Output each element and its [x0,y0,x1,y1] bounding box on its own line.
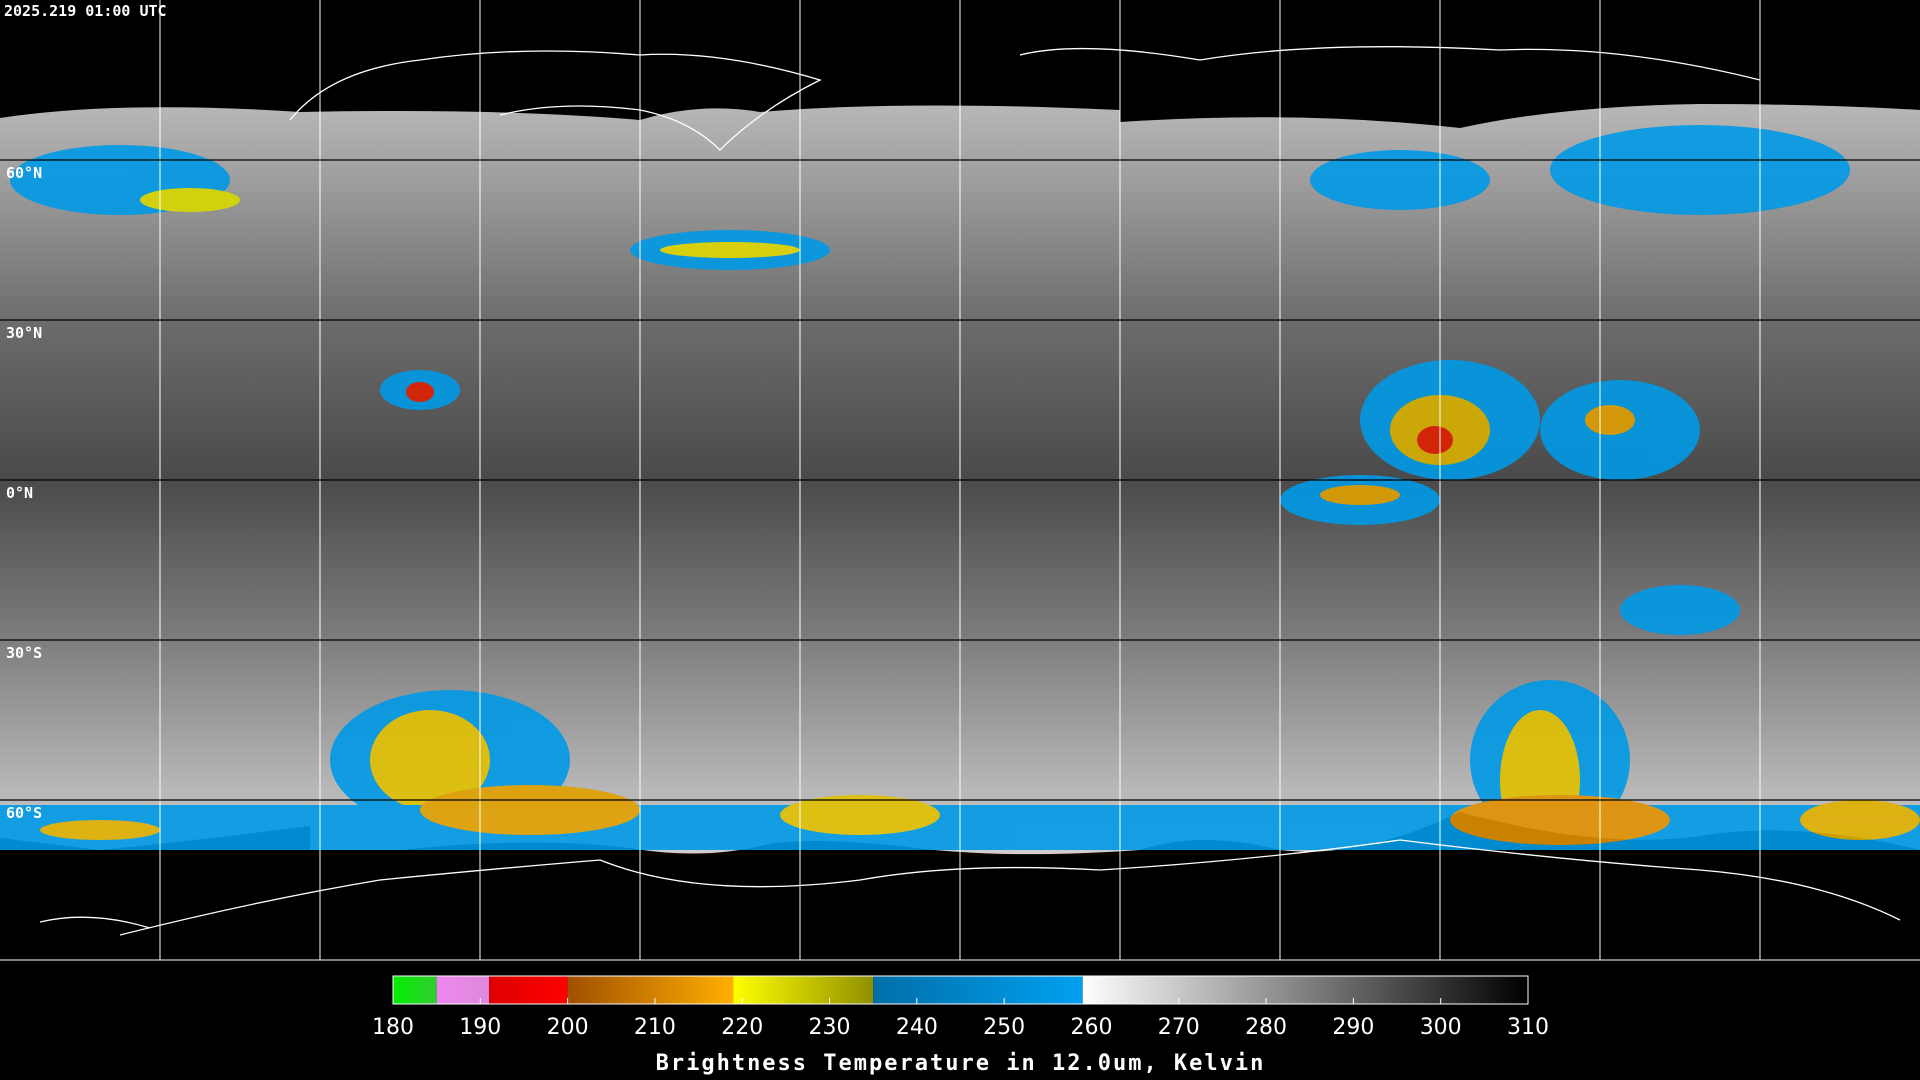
colorbar-segment [873,976,1083,1004]
latitude-label: 0°N [6,484,33,502]
colorbar-tick-label: 270 [1158,1015,1200,1040]
colorbar-tick-label: 260 [1070,1015,1112,1040]
colorbar-tick-label: 210 [634,1015,676,1040]
timestamp: 2025.219 01:00 UTC [4,2,167,20]
colorbar-tick-label: 290 [1332,1015,1374,1040]
colorbar-tick-label: 180 [372,1015,414,1040]
latitude-label: 60°S [6,804,42,822]
latitude-label: 30°N [6,324,42,342]
colorbar-segment [567,976,734,1004]
colorbar-segment [436,976,490,1004]
colorbar: 180 190 200 210 220 230 240 250 260 270 280 290 300 3… [372,975,1549,1076]
latitude-label: 30°S [6,644,42,662]
colorbar-tick-label: 220 [721,1015,763,1040]
colorbar-tick-label: 300 [1420,1015,1462,1040]
latitude-label: 60°N [6,164,42,182]
colorbar-tick-label: 240 [896,1015,938,1040]
colorbar-tick-label: 310 [1507,1015,1549,1040]
colorbar-segment [489,976,568,1004]
colorbar-segment [733,976,874,1004]
colorbar-tick-label: 250 [983,1015,1025,1040]
colorbar-title: Brightness Temperature in 12.0um, Kelvin [656,1051,1266,1076]
colorbar-tick-label: 230 [809,1015,851,1040]
colorbar-segment [1082,976,1528,1004]
colorbar-frame [392,975,1529,1005]
colorbar-tick-label: 190 [459,1015,501,1040]
colorbar-segment [393,976,437,1004]
colorbar-tick-label: 200 [547,1015,589,1040]
graticule: 60°N 30°N 0°N 30°S 60°S [0,0,1920,961]
colorbar-tick-label: 280 [1245,1015,1287,1040]
